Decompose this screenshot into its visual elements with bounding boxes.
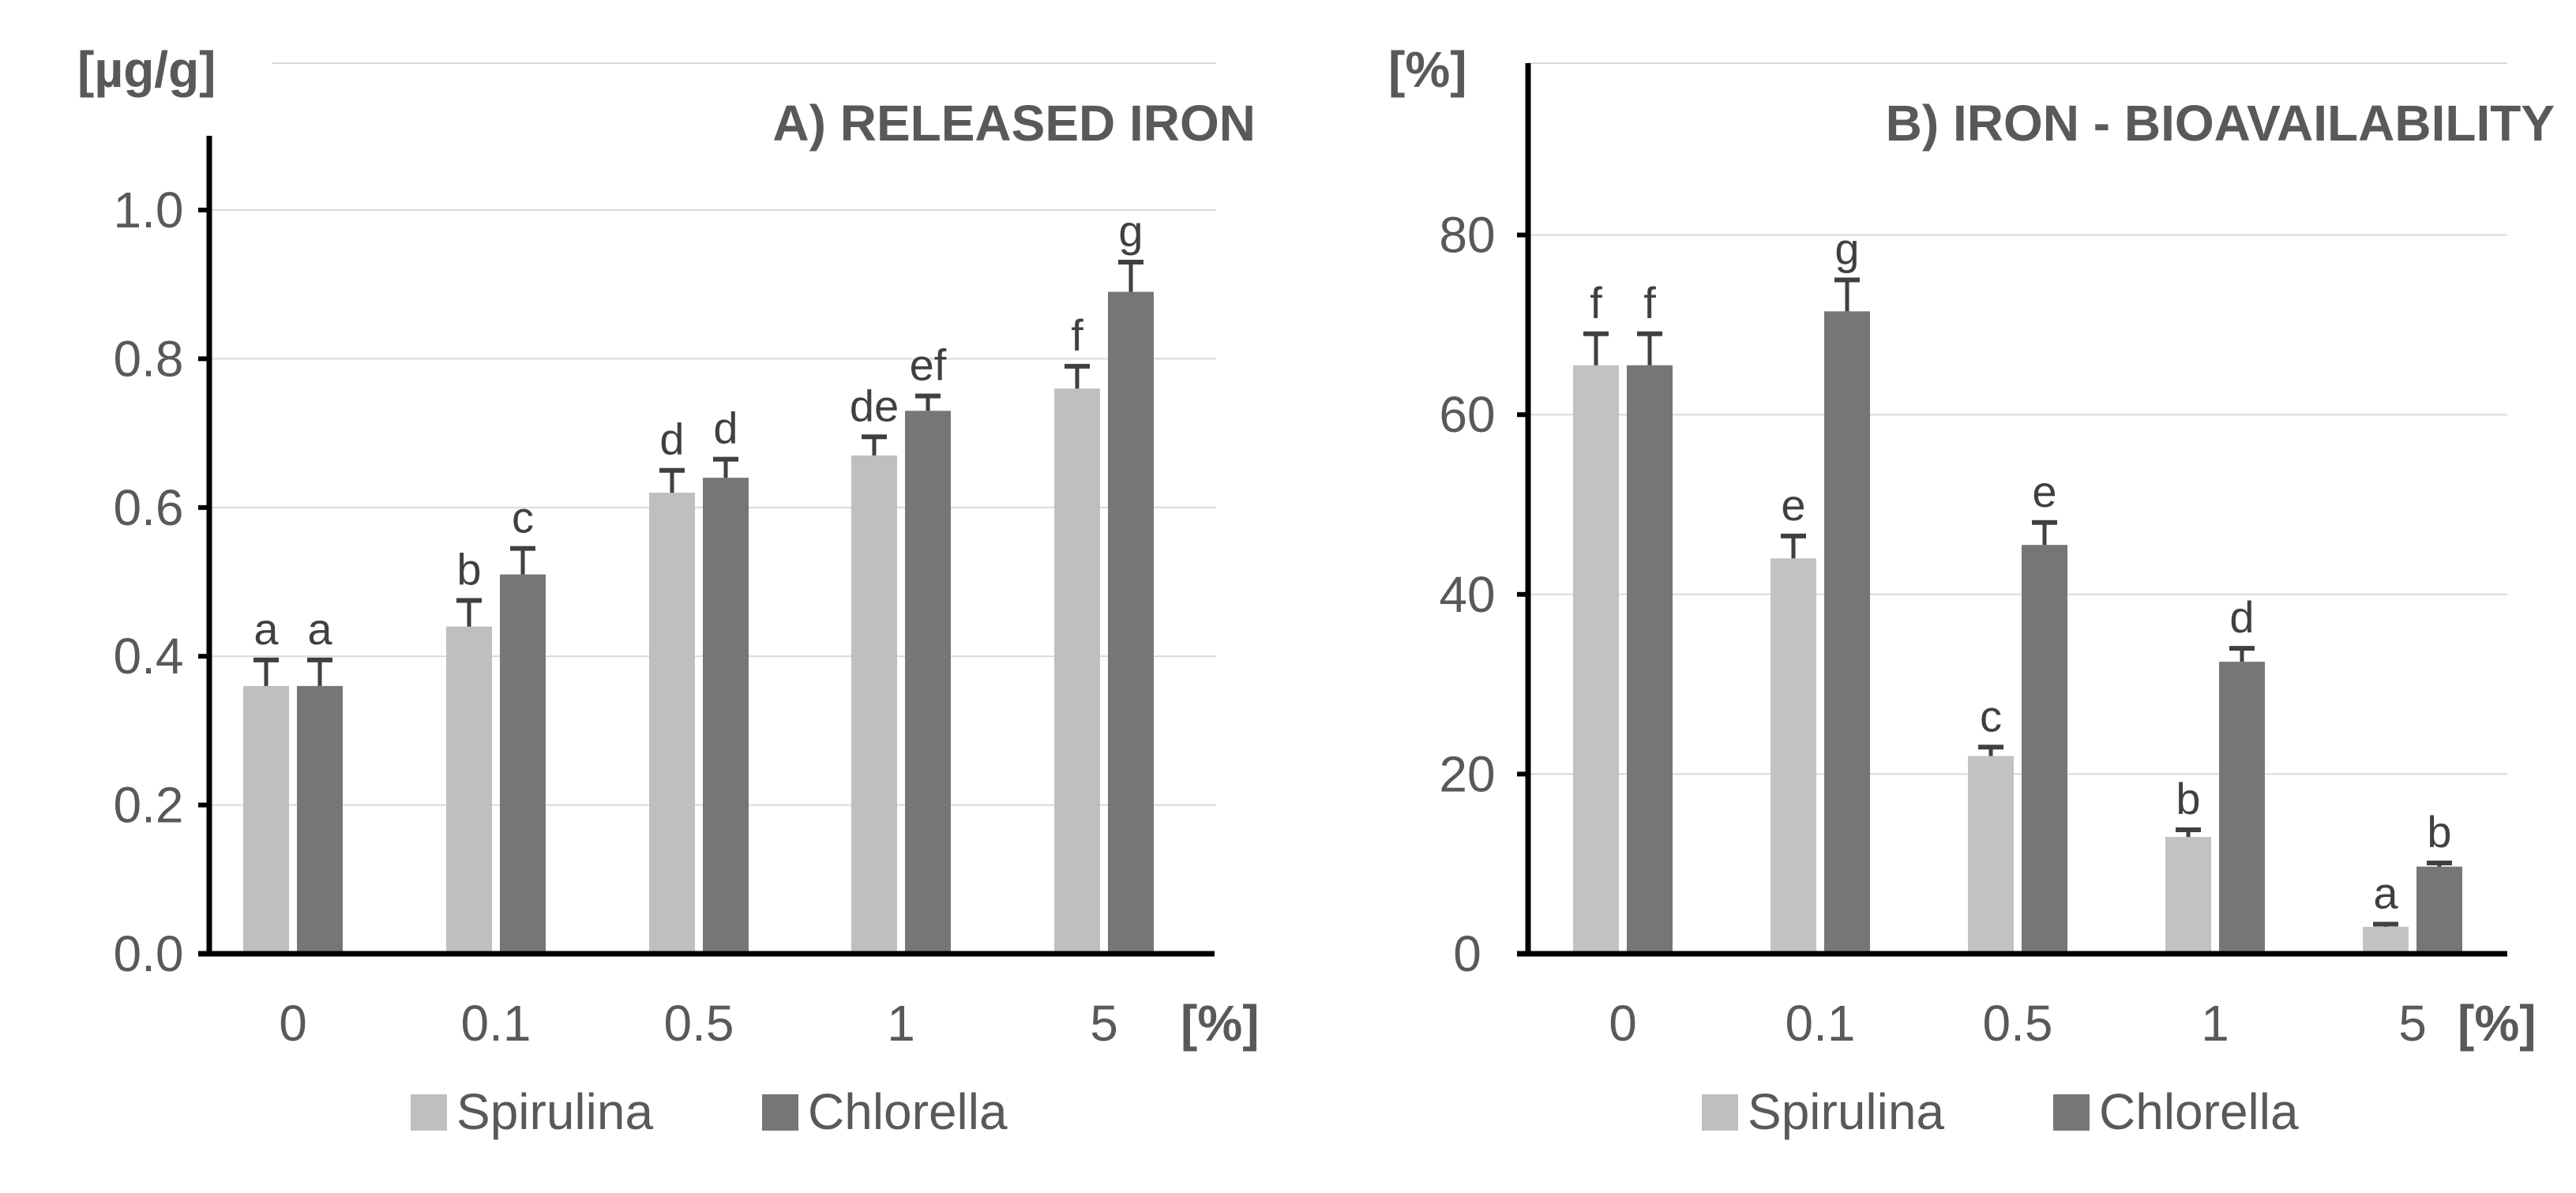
bar-spirulina-1 (2165, 837, 2211, 954)
y-tick-label: 0 (1453, 925, 1481, 982)
legend-a: Spirulina Chlorella (411, 1083, 1008, 1140)
significance-letter: d (2229, 592, 2254, 642)
significance-letter: g (1834, 224, 1859, 274)
bar-spirulina-1 (851, 455, 897, 954)
bar-chlorella-0.1 (1824, 311, 1870, 955)
legend-swatch-chlorella (762, 1094, 798, 1131)
chart-title: A) RELEASED IRON (772, 95, 1256, 152)
y-tick-label: 0.8 (114, 330, 184, 387)
x-axis-unit: [%] (2458, 995, 2537, 1052)
legend-label-spirulina: Spirulina (1748, 1083, 1944, 1140)
significance-letter: a (307, 604, 332, 654)
significance-letter: e (2032, 467, 2056, 516)
bar-chlorella-0.5 (2022, 545, 2067, 954)
significance-letter: b (456, 545, 481, 595)
significance-letter: b (2427, 807, 2451, 857)
legend-swatch-chlorella (2053, 1094, 2090, 1131)
significance-letter: f (1643, 278, 1656, 328)
bar-spirulina-0.5 (1968, 756, 2014, 954)
legend-label-spirulina: Spirulina (456, 1083, 653, 1140)
bar-spirulina-0.1 (446, 626, 492, 954)
y-axis-label: [%] (1388, 41, 1467, 98)
chart-title: B) IRON - BIOAVAILABILITY (1886, 95, 2555, 152)
x-tick-label: 5 (1090, 995, 1118, 1052)
legend-label-chlorella: Chlorella (2099, 1083, 2299, 1140)
x-tick-label: 0.5 (1983, 995, 2053, 1052)
x-tick-label: 0 (279, 995, 307, 1052)
legend-swatch-spirulina (1702, 1094, 1738, 1131)
x-axis-unit: [%] (1181, 995, 1260, 1052)
bar-chlorella-1 (2219, 662, 2265, 954)
x-tick-label: 1 (2201, 995, 2229, 1052)
bar-spirulina-5 (2363, 926, 2409, 954)
significance-letter: c (512, 493, 534, 542)
y-tick-label: 1.0 (114, 182, 184, 238)
legend-b: Spirulina Chlorella (1702, 1083, 2299, 1140)
significance-letter: d (659, 415, 684, 464)
x-tick-label: 0.1 (1786, 995, 1856, 1052)
legend-swatch-spirulina (411, 1094, 447, 1131)
x-tick-label: 0.5 (664, 995, 734, 1052)
significance-letter: f (1071, 310, 1083, 360)
x-tick-label: 0 (1609, 995, 1637, 1052)
y-tick-label: 20 (1439, 745, 1495, 802)
bar-chlorella-0 (297, 685, 343, 954)
bar-chlorella-1 (905, 411, 951, 954)
bar-spirulina-0 (243, 685, 289, 954)
significance-letter: a (253, 604, 279, 654)
x-tick-label: 5 (2398, 995, 2427, 1052)
legend-label-chlorella: Chlorella (808, 1083, 1008, 1140)
x-tick-label: 0.1 (461, 995, 531, 1052)
bar-chlorella-0 (1627, 365, 1673, 954)
significance-letter: e (1781, 480, 1805, 530)
significance-letter: b (2176, 774, 2200, 823)
significance-letter: g (1118, 206, 1143, 256)
significance-letter: d (713, 403, 738, 453)
bar-spirulina-5 (1054, 388, 1100, 955)
y-tick-label: 80 (1439, 207, 1495, 264)
bar-chlorella-5 (2416, 866, 2462, 954)
bar-spirulina-0 (1573, 365, 1619, 954)
significance-letter: ef (910, 340, 947, 390)
y-tick-label: 0.6 (114, 479, 184, 536)
bar-chlorella-0.1 (500, 574, 546, 954)
x-tick-label: 1 (887, 995, 915, 1052)
bar-chlorella-5 (1108, 291, 1154, 954)
bar-spirulina-0.5 (649, 492, 695, 954)
significance-letter: de (850, 381, 899, 430)
y-tick-label: 40 (1439, 566, 1495, 623)
y-tick-label: 60 (1439, 386, 1495, 443)
y-tick-label: 0.2 (114, 777, 184, 834)
significance-letter: c (1980, 691, 2002, 741)
bar-spirulina-0.1 (1771, 558, 1816, 954)
bar-chlorella-0.5 (703, 478, 749, 954)
y-axis-label: [µg/g] (77, 41, 216, 98)
significance-letter: f (1590, 278, 1602, 328)
y-tick-label: 0.4 (114, 628, 184, 685)
significance-letter: a (2373, 868, 2398, 917)
y-tick-label: 0.0 (114, 925, 184, 982)
